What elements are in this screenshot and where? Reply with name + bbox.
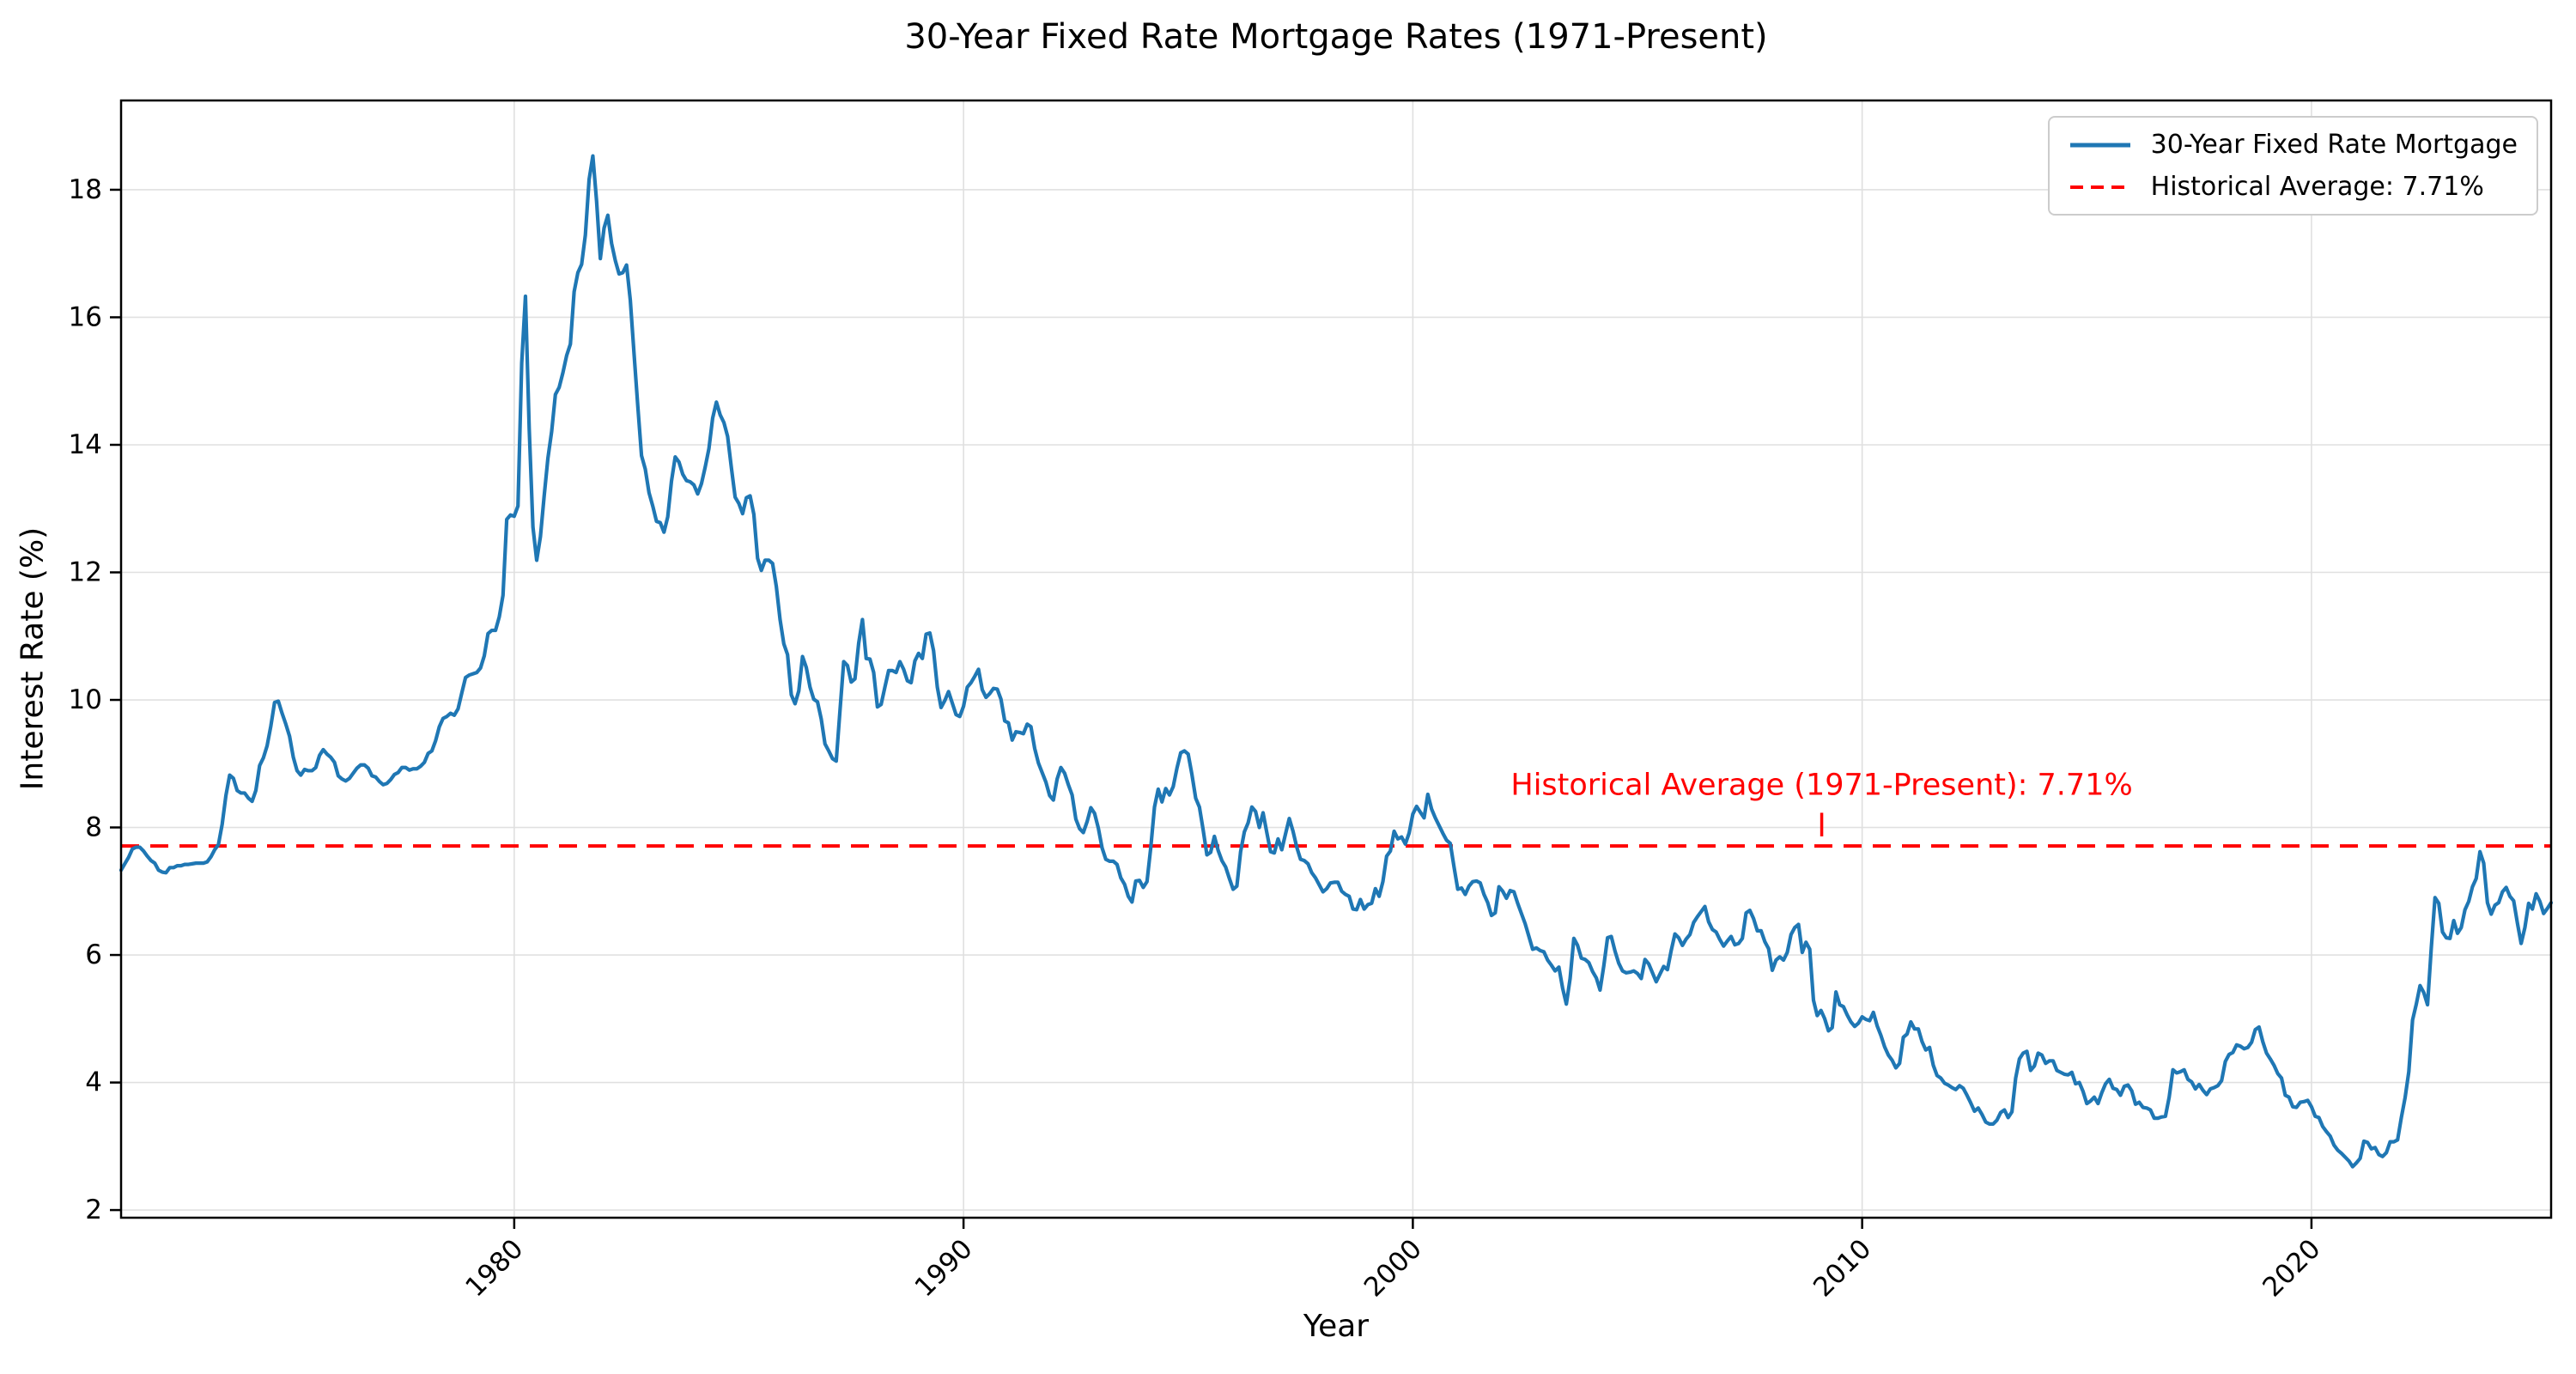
y-tick-label: 12 — [69, 557, 102, 588]
dashed-line-sample-icon — [2069, 185, 2130, 189]
legend-label: Historical Average: 7.71% — [2150, 172, 2484, 202]
y-tick-label: 4 — [85, 1067, 102, 1098]
x-tick-label: 1980 — [459, 1233, 529, 1303]
x-tick-label: 2010 — [1807, 1233, 1877, 1303]
legend: 30-Year Fixed Rate Mortgage Historical Av… — [2047, 116, 2538, 216]
solid-line-sample-icon — [2069, 143, 2130, 147]
mortgage-rate-line — [118, 154, 2554, 1169]
y-tick-label: 16 — [69, 301, 102, 332]
legend-label: 30-Year Fixed Rate Mortgage — [2150, 130, 2518, 160]
annotation-text: Historical Average (1971-Present): 7.71% — [1510, 769, 2132, 803]
x-tick-label: 2000 — [1358, 1233, 1428, 1303]
x-tick-label: 2020 — [2257, 1233, 2326, 1303]
chart-title: 30-Year Fixed Rate Mortgage Rates (1971-… — [904, 17, 1768, 57]
legend-entry: Historical Average: 7.71% — [2069, 172, 2518, 202]
y-tick-label: 18 — [69, 174, 102, 205]
y-tick-label: 6 — [85, 939, 102, 970]
x-tick-label: 1990 — [909, 1233, 979, 1303]
y-tick-label: 2 — [85, 1195, 102, 1225]
x-axis-title: Year — [1303, 1309, 1370, 1344]
legend-entry: 30-Year Fixed Rate Mortgage — [2069, 130, 2518, 160]
plot-border — [119, 99, 2553, 1219]
y-tick-label: 14 — [69, 429, 102, 460]
y-tick-label: 10 — [69, 684, 102, 715]
y-tick-label: 8 — [85, 812, 102, 843]
